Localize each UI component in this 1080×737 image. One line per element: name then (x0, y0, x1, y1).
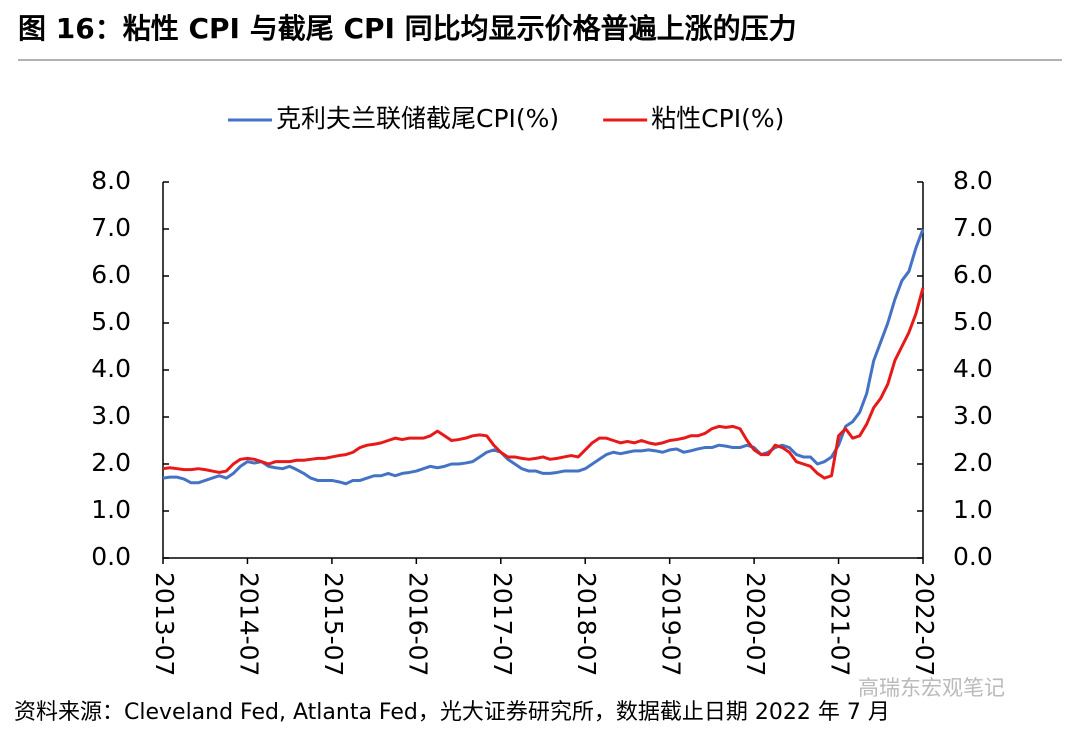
y2-tick-label: 7.0 (953, 213, 993, 242)
x-tick-label: 2017-07 (488, 572, 517, 676)
y-tick-label: 4.0 (91, 354, 131, 383)
x-tick-label: 2022-07 (910, 572, 939, 676)
x-tick-label: 2021-07 (826, 572, 855, 676)
y-tick-label: 2.0 (91, 448, 131, 477)
y-tick-label: 8.0 (91, 166, 131, 195)
x-tick-label: 2019-07 (657, 572, 686, 676)
y2-tick-label: 4.0 (953, 354, 993, 383)
x-tick-label: 2016-07 (403, 572, 432, 676)
legend-label: 粘性CPI(%) (651, 104, 784, 133)
x-tick-label: 2013-07 (150, 572, 179, 676)
series-line (162, 287, 925, 480)
y2-tick-label: 6.0 (953, 260, 993, 289)
y2-tick-label: 2.0 (953, 448, 993, 477)
y2-tick-label: 0.0 (953, 542, 993, 571)
y2-tick-label: 1.0 (953, 495, 993, 524)
chart-title: 图 16：粘性 CPI 与截尾 CPI 同比均显示价格普遍上涨的压力 (18, 12, 797, 45)
y-tick-label: 0.0 (91, 542, 131, 571)
x-tick-label: 2014-07 (234, 572, 263, 676)
y-tick-label: 6.0 (91, 260, 131, 289)
source-note: 资料来源：Cleveland Fed, Atlanta Fed，光大证券研究所，… (14, 700, 890, 725)
x-tick-label: 2015-07 (319, 572, 348, 676)
legend-label: 克利夫兰联储截尾CPI(%) (276, 104, 559, 133)
y2-tick-label: 8.0 (953, 166, 993, 195)
y-tick-label: 5.0 (91, 307, 131, 336)
x-tick-label: 2018-07 (572, 572, 601, 676)
series-line (162, 228, 925, 486)
y-tick-label: 1.0 (91, 495, 131, 524)
y-tick-label: 7.0 (91, 213, 131, 242)
y2-tick-label: 5.0 (953, 307, 993, 336)
y-tick-label: 3.0 (91, 401, 131, 430)
y2-tick-label: 3.0 (953, 401, 993, 430)
watermark: 高瑞东宏观笔记 (858, 676, 1005, 700)
x-tick-label: 2020-07 (741, 572, 770, 676)
